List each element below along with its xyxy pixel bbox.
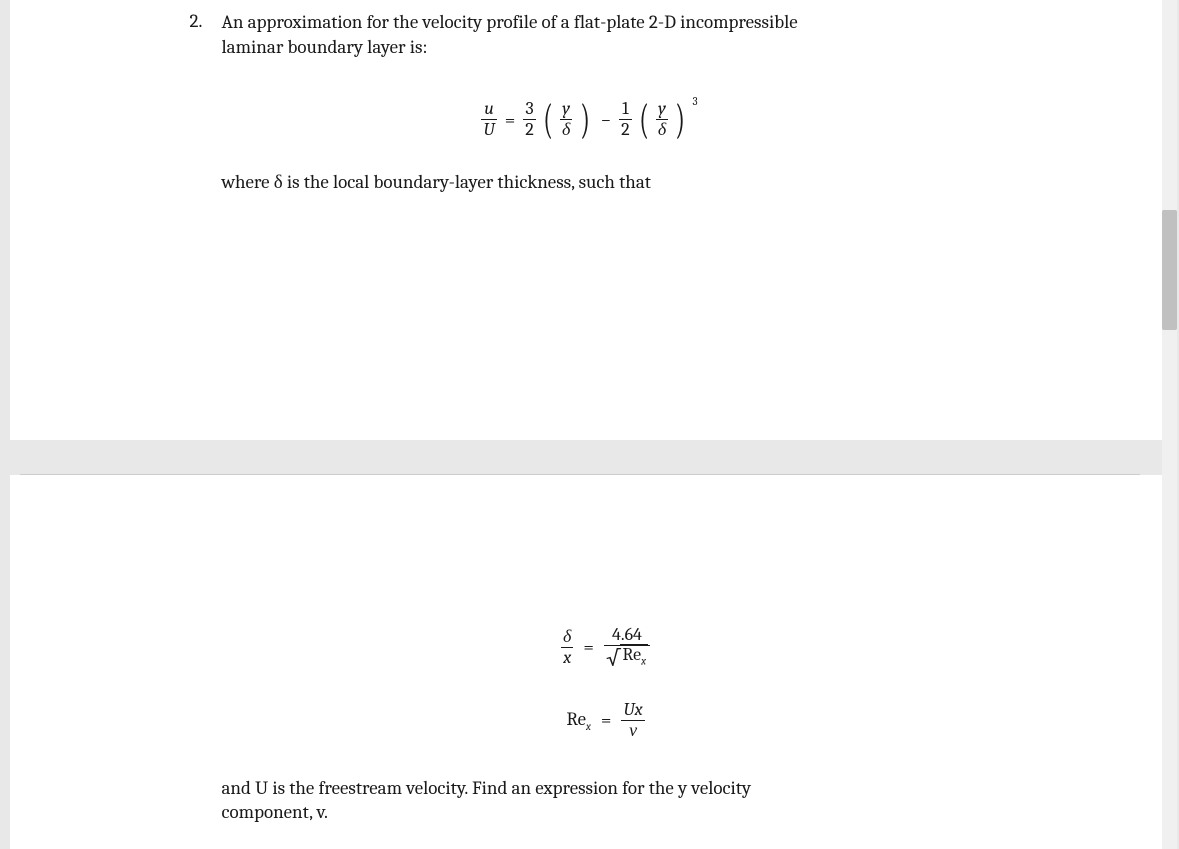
eq2-lhs-den: x bbox=[561, 648, 573, 668]
eq1-t1-inner-num: y bbox=[560, 99, 572, 120]
page-1: 2. An approximation for the velocity pro… bbox=[10, 0, 1170, 440]
eq2-lhs-num: δ bbox=[561, 627, 573, 648]
eq3-lhs-sub: x bbox=[586, 720, 591, 733]
final-line2: component, v. bbox=[222, 801, 328, 823]
eq2-rhs-sqrt: Re bbox=[622, 644, 641, 665]
eq1-lhs-num: u bbox=[481, 99, 496, 120]
eq1-t1-coef-num: 3 bbox=[523, 99, 536, 120]
eq1-t2-exp: 3 bbox=[692, 95, 697, 108]
problem-row: 2. An approximation for the velocity pro… bbox=[190, 10, 990, 59]
equation-delta-x: δ x = 4.64 √Rex bbox=[561, 625, 650, 670]
eq1-t2-coef-den: 2 bbox=[619, 120, 632, 140]
page-break bbox=[0, 440, 1179, 475]
intro-line2: laminar boundary layer is: bbox=[222, 36, 428, 58]
scrollbar-vertical[interactable] bbox=[1162, 0, 1177, 849]
eq1-t1-coef-den: 2 bbox=[523, 120, 536, 140]
eq3-rhs-den: ν bbox=[621, 721, 644, 741]
final-line1: and U is the freestream velocity. Find a… bbox=[222, 777, 752, 799]
problem-where-clause: where δ is the local boundary-layer thic… bbox=[190, 170, 990, 195]
equation-group-2: δ x = 4.64 √Rex Rex = bbox=[222, 625, 990, 741]
eq1-t2-coef-num: 1 bbox=[619, 99, 632, 120]
eq1-t2-inner-num: y bbox=[656, 99, 668, 120]
equation-velocity-profile: u U = 3 2 ( y δ ) − 1 2 ( bbox=[190, 99, 990, 140]
eq1-t1-inner-den: δ bbox=[560, 120, 572, 140]
problem-intro: An approximation for the velocity profil… bbox=[222, 10, 990, 59]
eq1-lhs-den: U bbox=[481, 120, 496, 140]
where-line: where δ is the local boundary-layer thic… bbox=[222, 171, 651, 193]
scrollbar-thumb[interactable] bbox=[1162, 210, 1177, 330]
problem-number: 2. bbox=[190, 10, 222, 32]
equation-reynolds: Rex = Ux ν bbox=[566, 700, 644, 741]
eq3-lhs: Re bbox=[566, 708, 586, 730]
intro-line1: An approximation for the velocity profil… bbox=[222, 11, 798, 33]
problem-final-question: and U is the freestream velocity. Find a… bbox=[222, 776, 990, 825]
page-2: δ x = 4.64 √Rex Rex = bbox=[10, 475, 1170, 849]
eq2-rhs-sub: x bbox=[641, 655, 646, 668]
eq2-rhs-num: 4.64 bbox=[604, 625, 650, 646]
eq1-t2-inner-den: δ bbox=[656, 120, 668, 140]
eq3-rhs-num: Ux bbox=[621, 700, 644, 721]
